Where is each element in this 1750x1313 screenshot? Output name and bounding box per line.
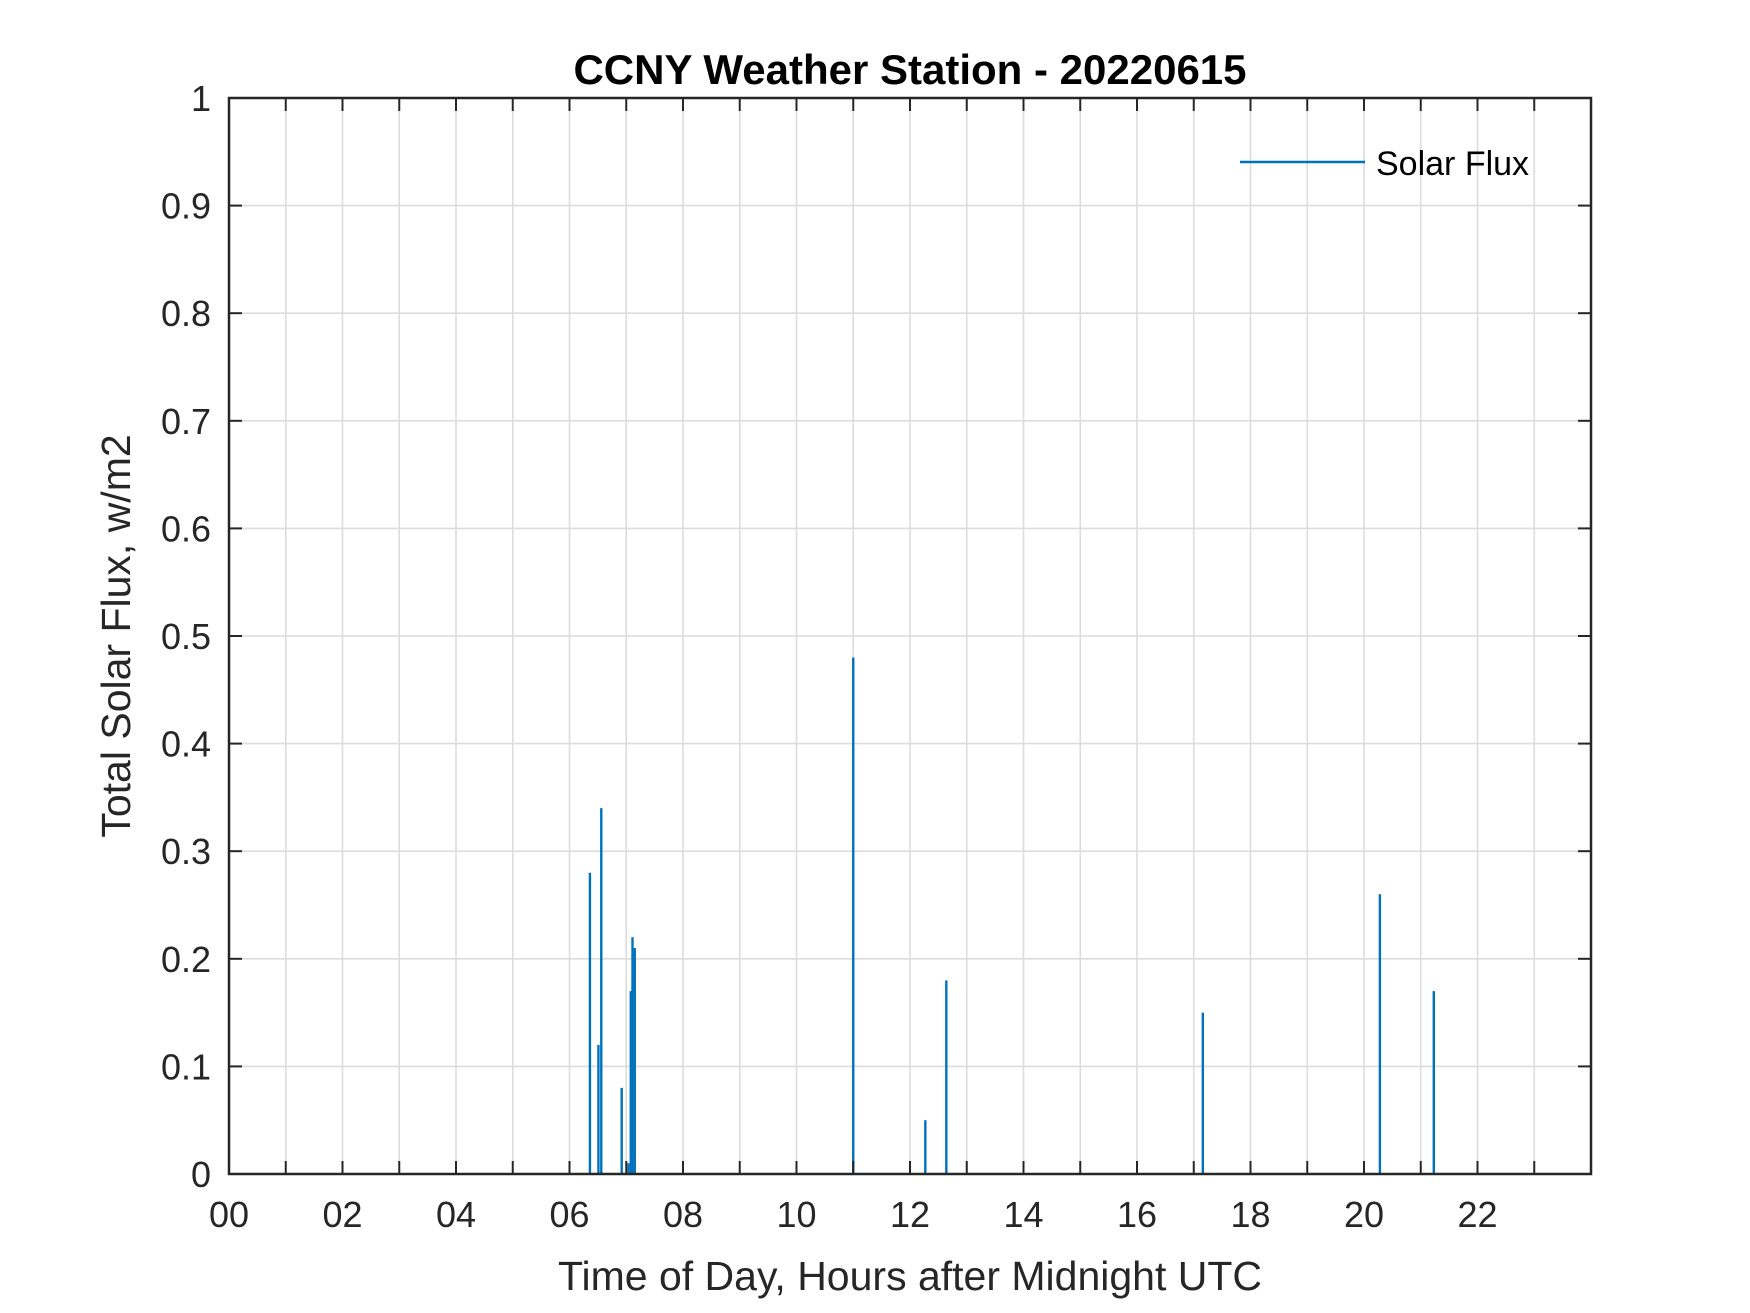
- x-tick-label: 22: [1457, 1194, 1497, 1235]
- y-tick-label: 0.2: [161, 939, 211, 980]
- x-tick-label: 10: [776, 1194, 816, 1235]
- y-tick-labels: 0 0.1 0.2 0.3 0.4 0.5 0.6 0.7 0.8 0.9 1: [161, 78, 211, 1195]
- chart-title: CCNY Weather Station - 20220615: [573, 46, 1246, 93]
- y-tick-label: 1: [191, 78, 211, 119]
- y-tick-label: 0.8: [161, 293, 211, 334]
- x-tick-label: 00: [209, 1194, 249, 1235]
- data-series-solar-flux: [588, 657, 1436, 1174]
- y-tick-label: 0.9: [161, 186, 211, 227]
- x-tick-label: 06: [549, 1194, 589, 1235]
- x-tick-label: 14: [1003, 1194, 1043, 1235]
- x-tick-label: 08: [663, 1194, 703, 1235]
- x-axis-label: Time of Day, Hours after Midnight UTC: [558, 1253, 1262, 1299]
- y-tick-label: 0.7: [161, 401, 211, 442]
- y-tick-label: 0.5: [161, 616, 211, 657]
- y-tick-label: 0.1: [161, 1046, 211, 1087]
- x-tick-label: 02: [322, 1194, 362, 1235]
- y-tick-label: 0: [191, 1154, 211, 1195]
- legend: Solar Flux: [1240, 145, 1529, 183]
- y-tick-label: 0.4: [161, 724, 211, 765]
- axis-ticks: [229, 97, 1591, 1175]
- x-tick-label: 12: [890, 1194, 930, 1235]
- y-tick-label: 0.3: [161, 831, 211, 872]
- legend-entry-solar-flux: Solar Flux: [1376, 145, 1529, 183]
- x-tick-labels: 00 02 04 06 08 10 12 14 16 18 20 22: [209, 1194, 1498, 1235]
- x-tick-label: 04: [436, 1194, 476, 1235]
- x-tick-label: 18: [1230, 1194, 1270, 1235]
- x-tick-label: 16: [1117, 1194, 1157, 1235]
- y-tick-label: 0.6: [161, 508, 211, 549]
- x-tick-label: 20: [1344, 1194, 1384, 1235]
- grid-lines: [229, 98, 1591, 1174]
- y-axis-label: Total Solar Flux, w/m2: [93, 434, 139, 837]
